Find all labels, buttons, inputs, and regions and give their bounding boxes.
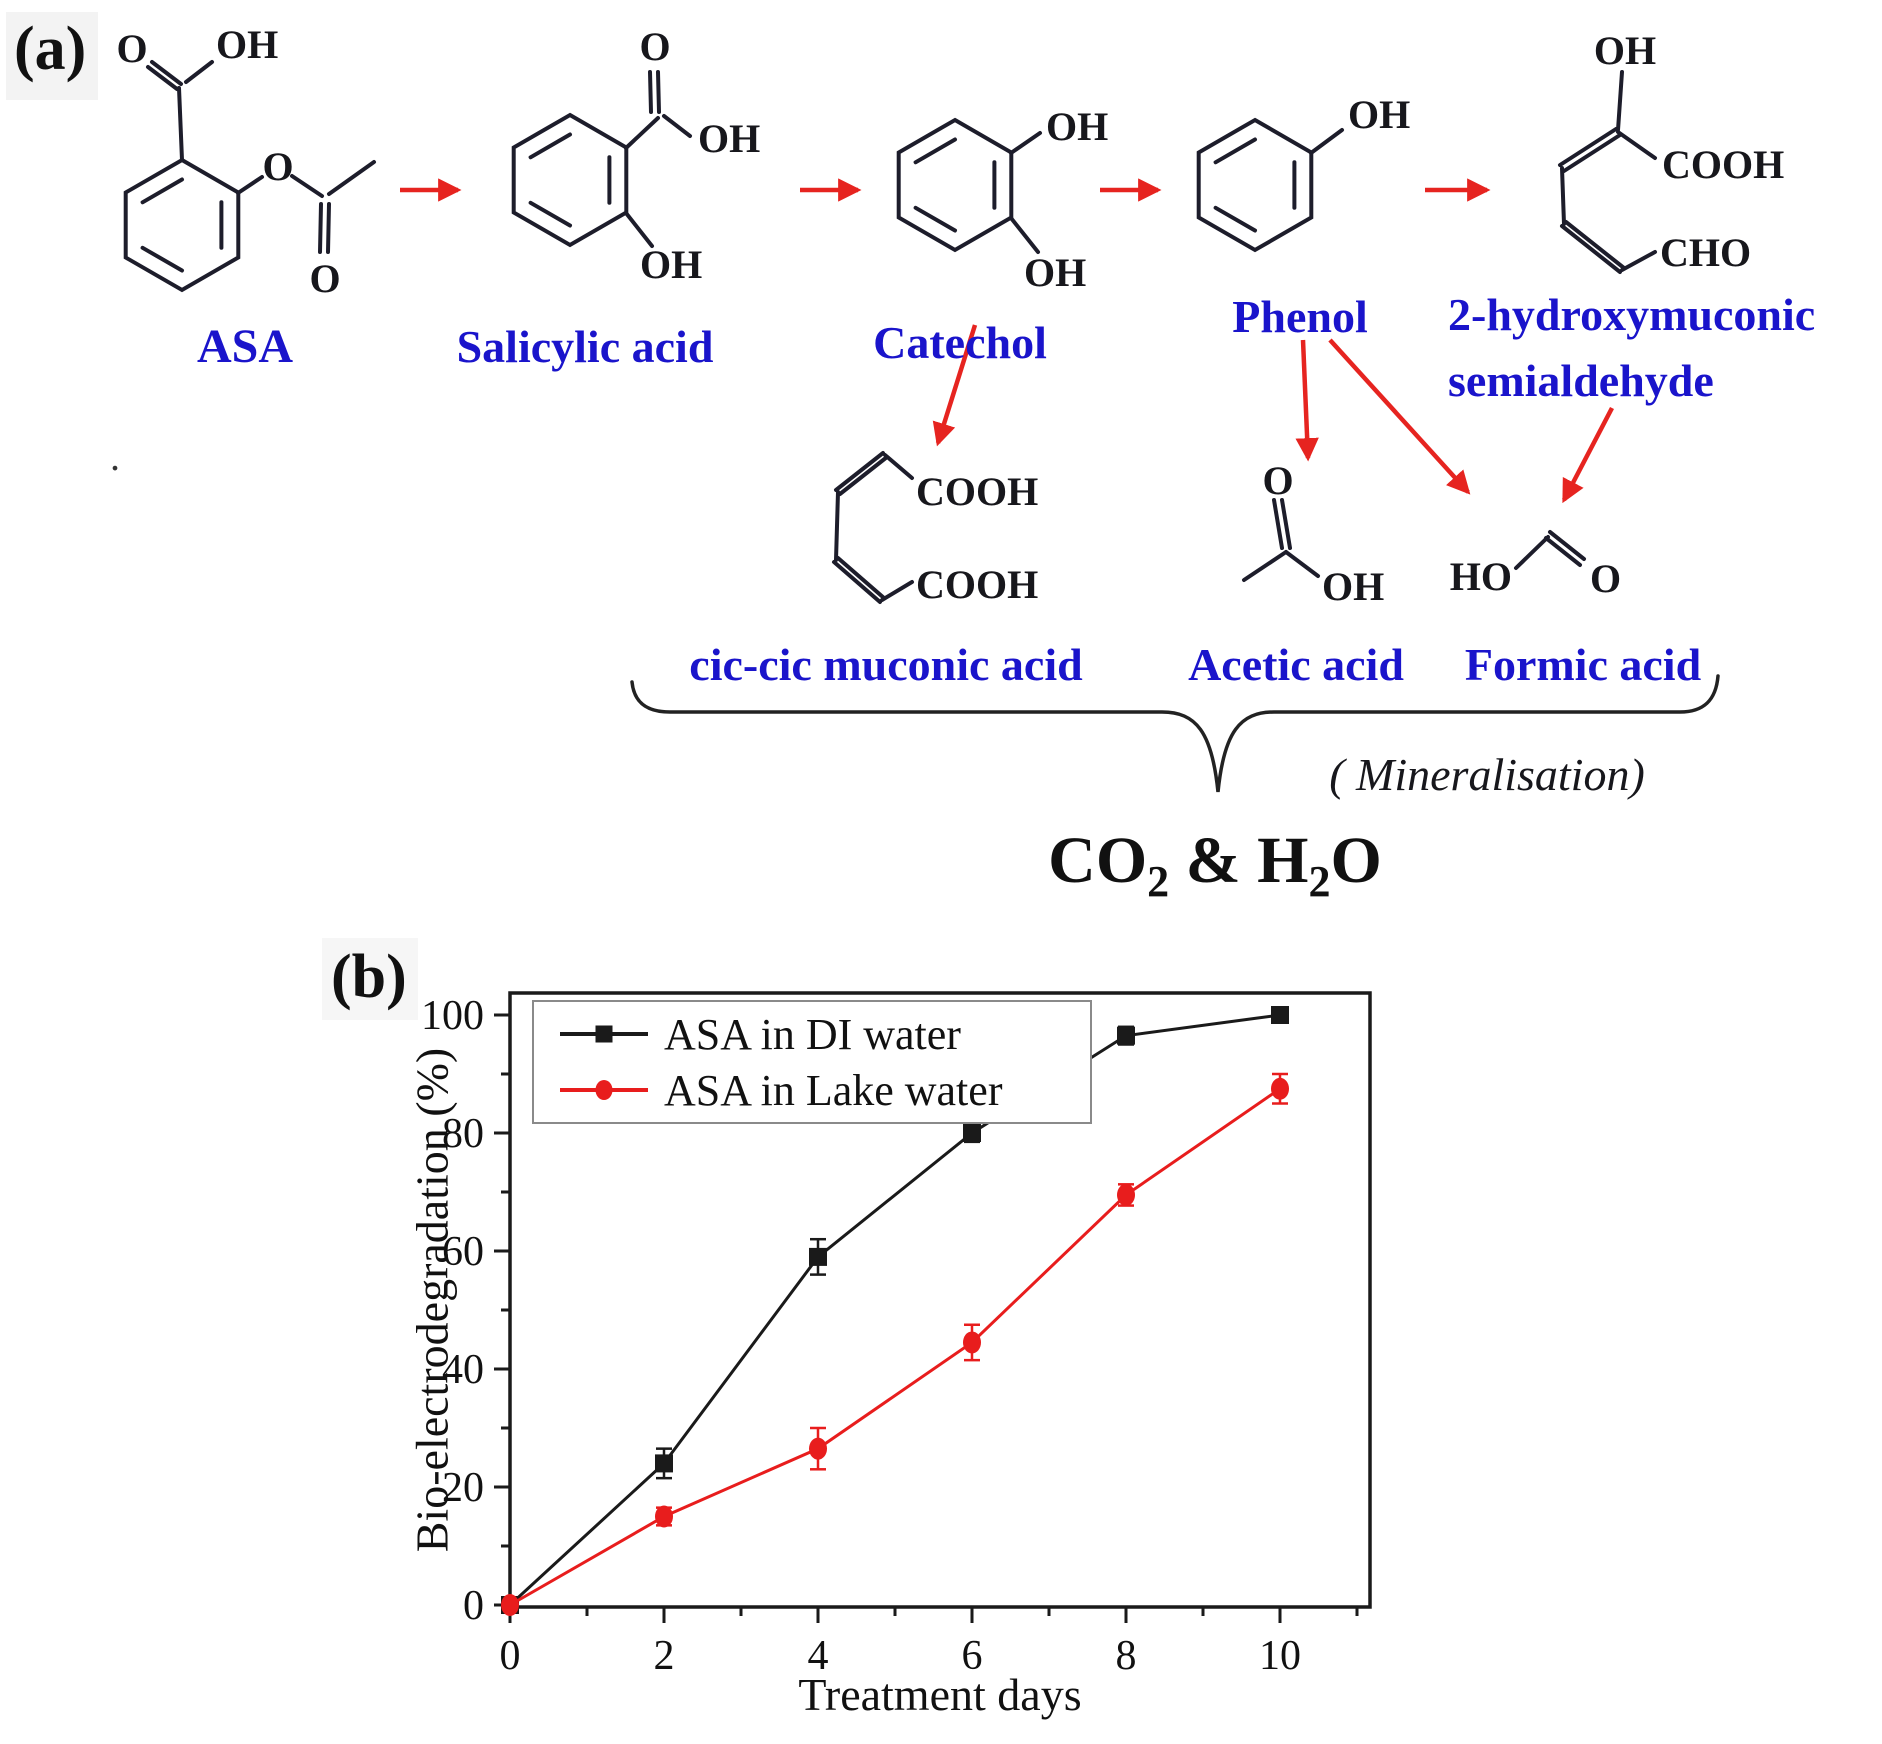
data-point-square [963, 1124, 981, 1142]
salicylic-acid-structure [511, 70, 692, 248]
series-asa-in-di-water [501, 1006, 1289, 1614]
x-tick-label: 6 [962, 1633, 983, 1679]
atom-oh-icon: OH [1322, 564, 1384, 609]
atom-o-icon: O [262, 144, 293, 189]
legend-swatch [560, 1022, 648, 1046]
asa-label: ASA [197, 320, 293, 373]
atom-cooh-icon: COOH [1662, 142, 1784, 187]
data-point-square [1117, 1026, 1135, 1045]
arrow-phenol-to-formic [1328, 338, 1471, 495]
muconic-acid-label: cic-cic muconic acid [689, 639, 1083, 690]
atom-oh-icon: OH [1046, 104, 1108, 149]
atom-oh-icon: OH [698, 116, 760, 161]
data-point-square [655, 1454, 673, 1473]
legend-label-di-water: ASA in DI water [664, 1009, 961, 1059]
arrow-phenol-to-acetic [1295, 339, 1319, 462]
compound-labels: ASA Salicylic acid Catechol Phenol 2-hyd… [197, 289, 1815, 690]
y-tick-label: 0 [463, 1583, 484, 1629]
legend-swatch [560, 1078, 648, 1102]
atom-o-icon: O [1590, 556, 1621, 601]
y-tick-label: 80 [442, 1111, 484, 1157]
arrow-hms-to-formic [1562, 406, 1614, 504]
atom-cho-icon: CHO [1660, 230, 1751, 275]
atom-oh-icon: OH [1024, 250, 1086, 295]
stray-dot: . [110, 434, 120, 479]
atom-oh-icon: OH [216, 22, 278, 67]
atom-cooh-icon: COOH [916, 562, 1038, 607]
series-asa-in-lake-water [501, 1072, 1289, 1616]
legend-entry-lake-water: ASA in Lake water [534, 1063, 1090, 1117]
series-line [509, 1087, 1281, 1607]
x-tick-label: 2 [654, 1633, 675, 1679]
atom-o-icon: O [116, 26, 147, 71]
data-point-circle [655, 1505, 673, 1528]
mineralisation-label: ( Mineralisation) [1329, 749, 1645, 800]
y-tick-label: 20 [442, 1465, 484, 1511]
data-point-circle [809, 1437, 827, 1460]
salicylic-acid-label: Salicylic acid [457, 321, 714, 372]
y-axis-title: Bio-electrodegradation (%) [406, 1047, 458, 1553]
hms-structure [1558, 70, 1657, 274]
asa-structure [123, 60, 376, 293]
arrow-catechol-to-muconic [932, 324, 978, 447]
y-tick-label: 60 [442, 1229, 484, 1275]
catechol-structure [896, 117, 1042, 254]
muconic-acid-structure [832, 451, 914, 604]
hms-label-line1: 2-hydroxymuconic [1448, 289, 1815, 340]
formic-acid-label: Formic acid [1465, 639, 1702, 690]
hms-label-line2: semialdehyde [1448, 355, 1714, 406]
legend-label-lake-water: ASA in Lake water [664, 1065, 1003, 1115]
reaction-arrows [400, 178, 1614, 504]
pathway-diagram: O OH O O O OH OH OH OH OH OH COOH CHO CO… [110, 22, 1815, 906]
phenol-label: Phenol [1232, 291, 1367, 342]
data-point-square [809, 1247, 827, 1266]
acetic-acid-structure [1242, 498, 1320, 582]
x-tick-label: 8 [1116, 1633, 1137, 1679]
data-point-circle [963, 1331, 981, 1354]
data-point-circle [1117, 1183, 1135, 1206]
atom-oh-icon: OH [1348, 92, 1410, 137]
atom-labels: O OH O O O OH OH OH OH OH OH COOH CHO CO… [116, 22, 1784, 609]
y-tick-label: 40 [442, 1347, 484, 1393]
legend-entry-di-water: ASA in DI water [534, 1007, 1090, 1061]
data-point-circle [501, 1594, 519, 1616]
data-point-square [1271, 1006, 1289, 1024]
catechol-label: Catechol [873, 317, 1047, 368]
acetic-acid-label: Acetic acid [1188, 639, 1404, 690]
phenol-structure [1196, 117, 1344, 253]
mineralisation-brace [630, 674, 1720, 793]
series-line [508, 1013, 1281, 1607]
atom-o-icon: O [1262, 458, 1293, 503]
panel-b-label: (b) [331, 943, 407, 1011]
legend-square-marker-icon [595, 1025, 613, 1043]
atom-oh-icon: OH [1594, 28, 1656, 73]
panel-a-backdrop [6, 12, 98, 100]
plot-frame [508, 991, 1372, 1609]
panel-b-backdrop [322, 938, 418, 1020]
atom-cooh-icon: COOH [916, 469, 1038, 514]
y-tick-label: 100 [421, 993, 484, 1039]
atom-o-icon: O [639, 24, 670, 69]
x-axis-title: Treatment days [798, 1669, 1082, 1720]
atom-ho-icon: HO [1450, 554, 1512, 599]
x-tick-label: 0 [500, 1633, 521, 1679]
atom-oh-icon: OH [640, 242, 702, 287]
chart-legend: ASA in DI water ASA in Lake water [532, 1000, 1092, 1124]
x-tick-label: 10 [1259, 1633, 1301, 1679]
atom-o-icon: O [309, 256, 340, 301]
formic-acid-structure [1514, 530, 1586, 570]
x-tick-label: 4 [808, 1633, 829, 1679]
end-product-label: CO2 & H2O [1048, 824, 1382, 906]
panel-a-label: (a) [14, 15, 87, 83]
data-point-circle [1271, 1077, 1289, 1100]
legend-circle-marker-icon [595, 1080, 613, 1100]
